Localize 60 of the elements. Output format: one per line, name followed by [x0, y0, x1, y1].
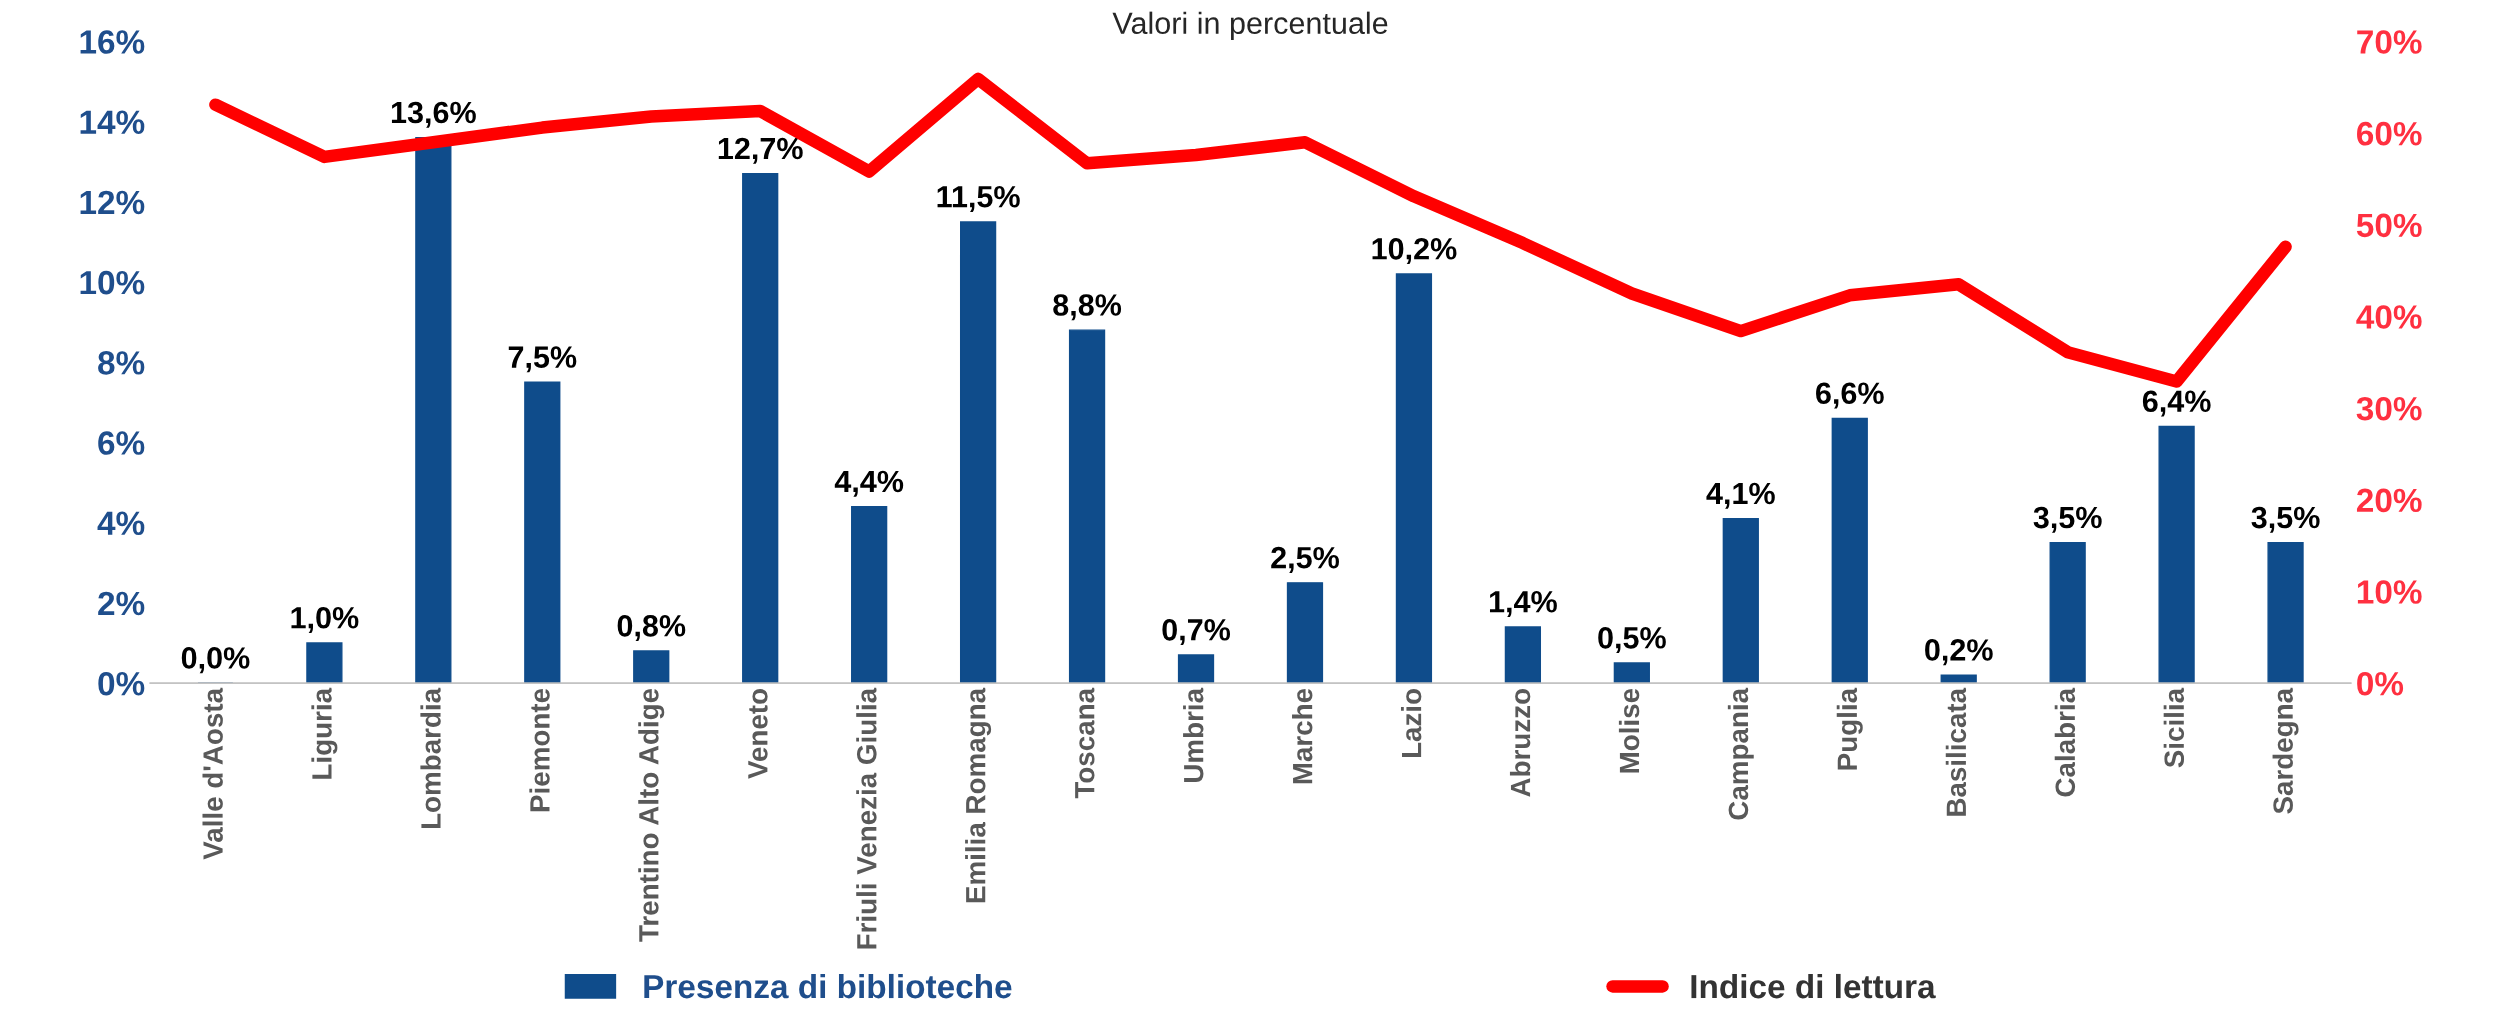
x-tick-label: Veneto [748, 689, 768, 779]
x-tick-label: Marche [1292, 688, 1313, 784]
legend-label: Presenza di biblioteche [644, 973, 1012, 999]
data-label: 0,5% [1598, 627, 1666, 654]
y-tick-label: 4% [97, 511, 145, 536]
y-tick-label: 2% [98, 591, 145, 616]
y-tick-label: 12% [80, 190, 145, 215]
x-tick-label: Campania [1727, 687, 1754, 820]
data-label: 1,0% [291, 606, 359, 634]
y-tick-label: 14% [80, 110, 145, 134]
x-tick-label: Basilicata [1945, 687, 1967, 816]
legend-label: Indice di lettura [1691, 973, 1936, 999]
x-tick-label: Sicilia [2163, 687, 2185, 768]
y2-tick-label: 30% [2356, 396, 2422, 421]
data-label: 3,5% [2251, 506, 2320, 533]
data-label: 7,5% [508, 346, 577, 373]
y-tick-label: 6% [98, 431, 145, 455]
data-label: 4,1% [1706, 482, 1775, 509]
y2-tick-label: 20% [2356, 488, 2422, 513]
x-tick-label: Piemonte [529, 688, 550, 812]
x-tick-label: Trentino Alto Adige [638, 688, 665, 942]
x-tick-label: Valle d'Aosta [202, 687, 223, 860]
x-tick-label: Umbria [1183, 687, 1204, 782]
x-tick-label: Sardegna [2272, 687, 2299, 814]
y-tick-label: 10% [80, 270, 145, 295]
x-tick-label: Lazio [1400, 689, 1422, 758]
y-tick-label: 16% [80, 30, 145, 54]
data-label: 4,4% [834, 470, 904, 497]
data-label: 1,4% [1489, 591, 1557, 618]
x-tick-label: Abruzzo [1509, 689, 1531, 797]
x-tick-label: Lombardia [420, 687, 441, 829]
data-label: 11,5% [937, 185, 1020, 212]
x-tick-label: Calabria [2054, 687, 2076, 797]
y2-tick-label: 0% [2357, 671, 2404, 696]
data-label: 2,5% [1271, 546, 1339, 573]
x-tick-label: Emilia Romagna [965, 687, 992, 903]
y2-tick-label: 10% [2357, 580, 2422, 604]
data-label: 12,7% [718, 137, 803, 164]
data-label: 0,7% [1162, 619, 1231, 646]
y-tick-label: 0% [98, 671, 145, 696]
x-tick-label: Liguria [311, 687, 338, 779]
data-label: 0,8% [617, 615, 686, 642]
x-tick-label: Friuli Venezia Giulia [856, 687, 877, 949]
x-tick-label: Molise [1618, 688, 1640, 773]
x-tick-label: Toscana [1075, 687, 1095, 799]
y-tick-label: 8% [98, 351, 145, 375]
data-label: 13,6% [391, 101, 476, 128]
y2-tick-label: 50% [2356, 213, 2422, 238]
x-tick-label: Puglia [1836, 687, 1863, 770]
data-label: 10,2% [1372, 238, 1457, 265]
data-label: 0,0% [181, 647, 250, 674]
data-label: 3,5% [2033, 506, 2102, 533]
data-label: 6,6% [1816, 382, 1884, 409]
y2-tick-label: 70% [2357, 30, 2422, 54]
chart-subtitle: Valori in percentuale [1112, 11, 1388, 41]
data-label: 6,4% [2142, 390, 2211, 417]
y2-tick-label: 60% [2357, 121, 2422, 146]
data-label: 0,2% [1925, 639, 1993, 666]
data-label: 8,8% [1053, 294, 1122, 321]
y2-tick-label: 40% [2356, 305, 2422, 329]
